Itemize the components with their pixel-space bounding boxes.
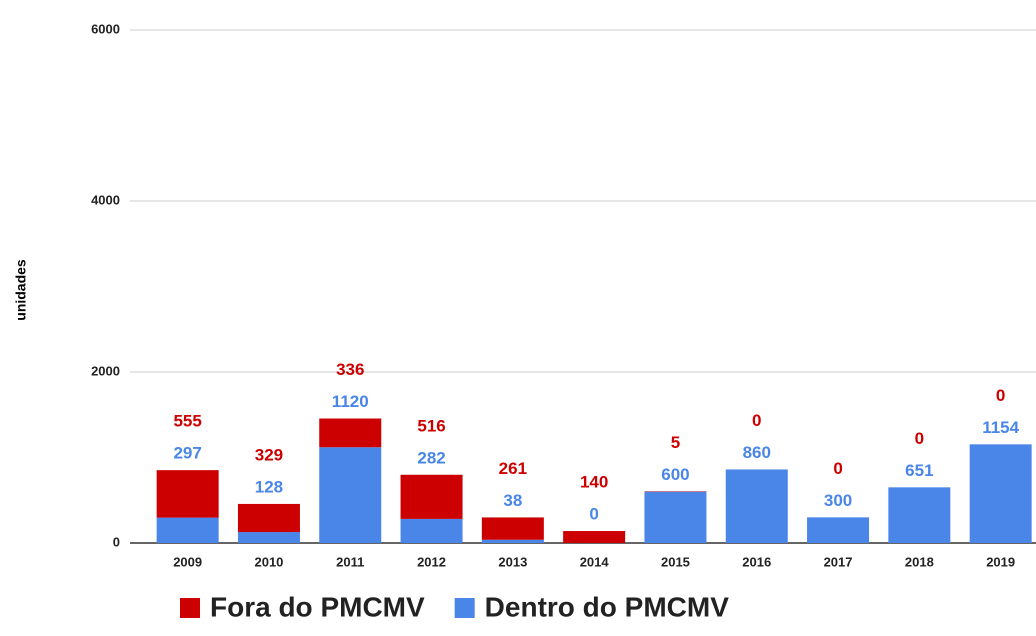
bar-segment (401, 519, 463, 543)
value-label: 0 (915, 429, 924, 448)
value-label: 1120 (332, 392, 369, 411)
value-label: 516 (417, 416, 445, 435)
legend-swatch (180, 598, 200, 618)
bar-segment (401, 475, 463, 519)
value-label: 336 (336, 360, 364, 379)
x-tick-label: 2016 (742, 554, 771, 569)
value-label: 38 (503, 491, 522, 510)
legend-label: Dentro do PMCMV (485, 591, 730, 622)
x-tick-label: 2009 (173, 554, 202, 569)
x-tick-label: 2010 (254, 554, 283, 569)
x-tick-label: 2012 (417, 554, 446, 569)
bar-segment (319, 419, 381, 448)
value-label: 860 (743, 443, 771, 462)
value-label: 1154 (982, 418, 1019, 437)
bar-segment (157, 518, 219, 543)
bar-segment (319, 447, 381, 543)
bar-segment (726, 469, 788, 543)
x-tick-label: 2019 (986, 554, 1015, 569)
value-label: 329 (255, 445, 283, 464)
value-label: 140 (580, 473, 608, 492)
value-label: 555 (173, 412, 201, 431)
value-label: 282 (417, 448, 445, 467)
y-tick-label: 4000 (91, 192, 120, 207)
y-tick-label: 2000 (91, 363, 120, 378)
bar-segment (888, 487, 950, 543)
bar-segment (970, 444, 1032, 543)
value-label: 600 (661, 465, 689, 484)
value-label: 0 (833, 459, 842, 478)
y-tick-label: 6000 (91, 21, 120, 36)
x-tick-label: 2015 (661, 554, 690, 569)
y-tick-label: 0 (113, 534, 120, 549)
legend-label: Fora do PMCMV (210, 591, 425, 622)
value-label: 651 (905, 461, 933, 480)
legend-swatch (455, 598, 475, 618)
value-label: 300 (824, 491, 852, 510)
bar-segment (482, 540, 544, 543)
value-label: 5 (671, 433, 680, 452)
bar-segment (238, 504, 300, 532)
value-label: 0 (996, 386, 1005, 405)
bar-segment (644, 492, 706, 543)
bar-segment (238, 532, 300, 543)
x-tick-label: 2011 (336, 554, 364, 569)
bar-segment (482, 517, 544, 539)
value-label: 0 (589, 505, 598, 524)
y-axis-label: unidades (13, 259, 29, 321)
value-label: 261 (499, 459, 527, 478)
x-tick-label: 2017 (824, 554, 853, 569)
value-label: 0 (752, 411, 761, 430)
x-tick-label: 2013 (498, 554, 527, 569)
x-tick-label: 2014 (580, 554, 610, 569)
x-tick-label: 2018 (905, 554, 934, 569)
value-label: 297 (173, 444, 201, 463)
value-label: 128 (255, 477, 283, 496)
bar-segment (563, 531, 625, 543)
bar-segment (807, 517, 869, 543)
bar-segment (157, 470, 219, 517)
